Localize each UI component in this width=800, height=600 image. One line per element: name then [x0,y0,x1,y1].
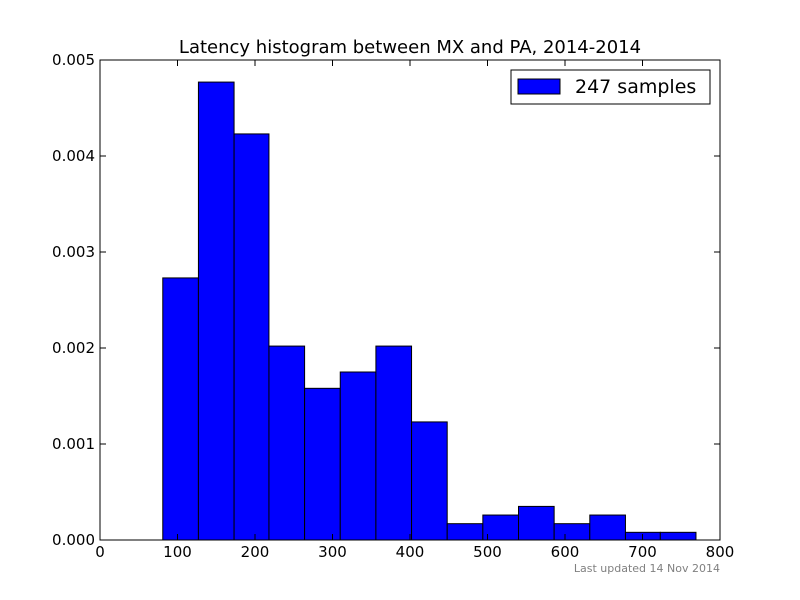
histogram-bar [339,371,377,541]
histogram-bar [446,523,484,541]
x-tick-label: 400 [396,543,425,561]
y-tick-label: 0.004 [52,147,95,165]
histogram-bar [553,523,591,541]
x-tick-label: 800 [706,543,735,561]
y-tick-label: 0.003 [52,243,95,261]
x-tick-label: 600 [551,543,580,561]
bars-group [162,81,697,541]
histogram-bar [304,387,341,541]
histogram-bar [659,531,697,541]
x-tick-label: 500 [473,543,502,561]
histogram-bar [589,514,626,541]
legend-label: 247 samples [575,76,696,98]
x-tick-label: 300 [318,543,347,561]
x-tick-label: 700 [628,543,657,561]
histogram-bar [482,514,520,541]
histogram-bar [268,345,306,541]
axis-ticks: 0 100 200 300 400 500 600 700 800 0.000 0.001 0.002… [52,51,734,561]
y-tick-label: 0.001 [52,435,95,453]
histogram-bar [518,505,555,541]
histogram-bar [197,81,235,541]
histogram-bar [233,133,270,541]
x-tick-label: 200 [241,543,270,561]
chart-title: Latency histogram between MX and PA, 201… [179,37,641,58]
y-tick-label: 0.002 [52,339,95,357]
x-tick-label: 0 [95,543,105,561]
legend: 247 samples [510,69,711,105]
histogram-bar [411,421,448,541]
x-tick-label: 100 [163,543,192,561]
legend-swatch [517,78,561,95]
histogram-bar [162,277,199,541]
y-tick-label: 0.000 [52,531,95,549]
last-updated-note: Last updated 14 Nov 2014 [573,562,720,575]
y-tick-label: 0.005 [52,51,95,69]
histogram-bar [375,345,413,541]
